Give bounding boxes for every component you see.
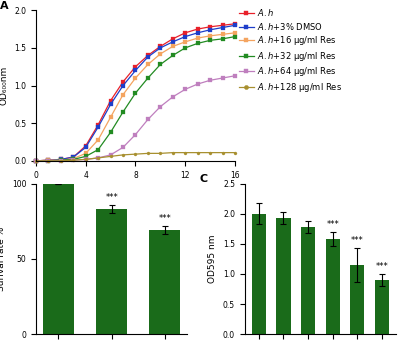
- Text: ***: ***: [351, 236, 364, 245]
- Bar: [43, 183, 74, 334]
- Bar: [252, 214, 266, 334]
- Bar: [375, 280, 389, 334]
- Legend: $\it{A.h}$, $\it{A.h}$+3% DMSO, $\it{A.h}$+16 μg/ml Res, $\it{A.h}$+32 μg/ml Res: $\it{A.h}$, $\it{A.h}$+3% DMSO, $\it{A.h…: [239, 7, 342, 94]
- Y-axis label: OD₆₀₀nm: OD₆₀₀nm: [0, 66, 8, 105]
- Y-axis label: Surival rate %: Surival rate %: [0, 227, 6, 291]
- Bar: [301, 227, 315, 334]
- Bar: [350, 265, 364, 334]
- Bar: [326, 239, 340, 334]
- Text: C: C: [199, 175, 208, 184]
- Bar: [96, 209, 127, 334]
- Text: ***: ***: [326, 220, 339, 229]
- Bar: [276, 219, 290, 334]
- Text: A: A: [0, 1, 9, 11]
- X-axis label: Time/h: Time/h: [120, 185, 151, 194]
- Bar: [150, 230, 180, 334]
- Text: ***: ***: [158, 214, 171, 223]
- Text: ***: ***: [376, 262, 388, 271]
- Text: ***: ***: [105, 193, 118, 202]
- Y-axis label: OD595 nm: OD595 nm: [208, 235, 217, 283]
